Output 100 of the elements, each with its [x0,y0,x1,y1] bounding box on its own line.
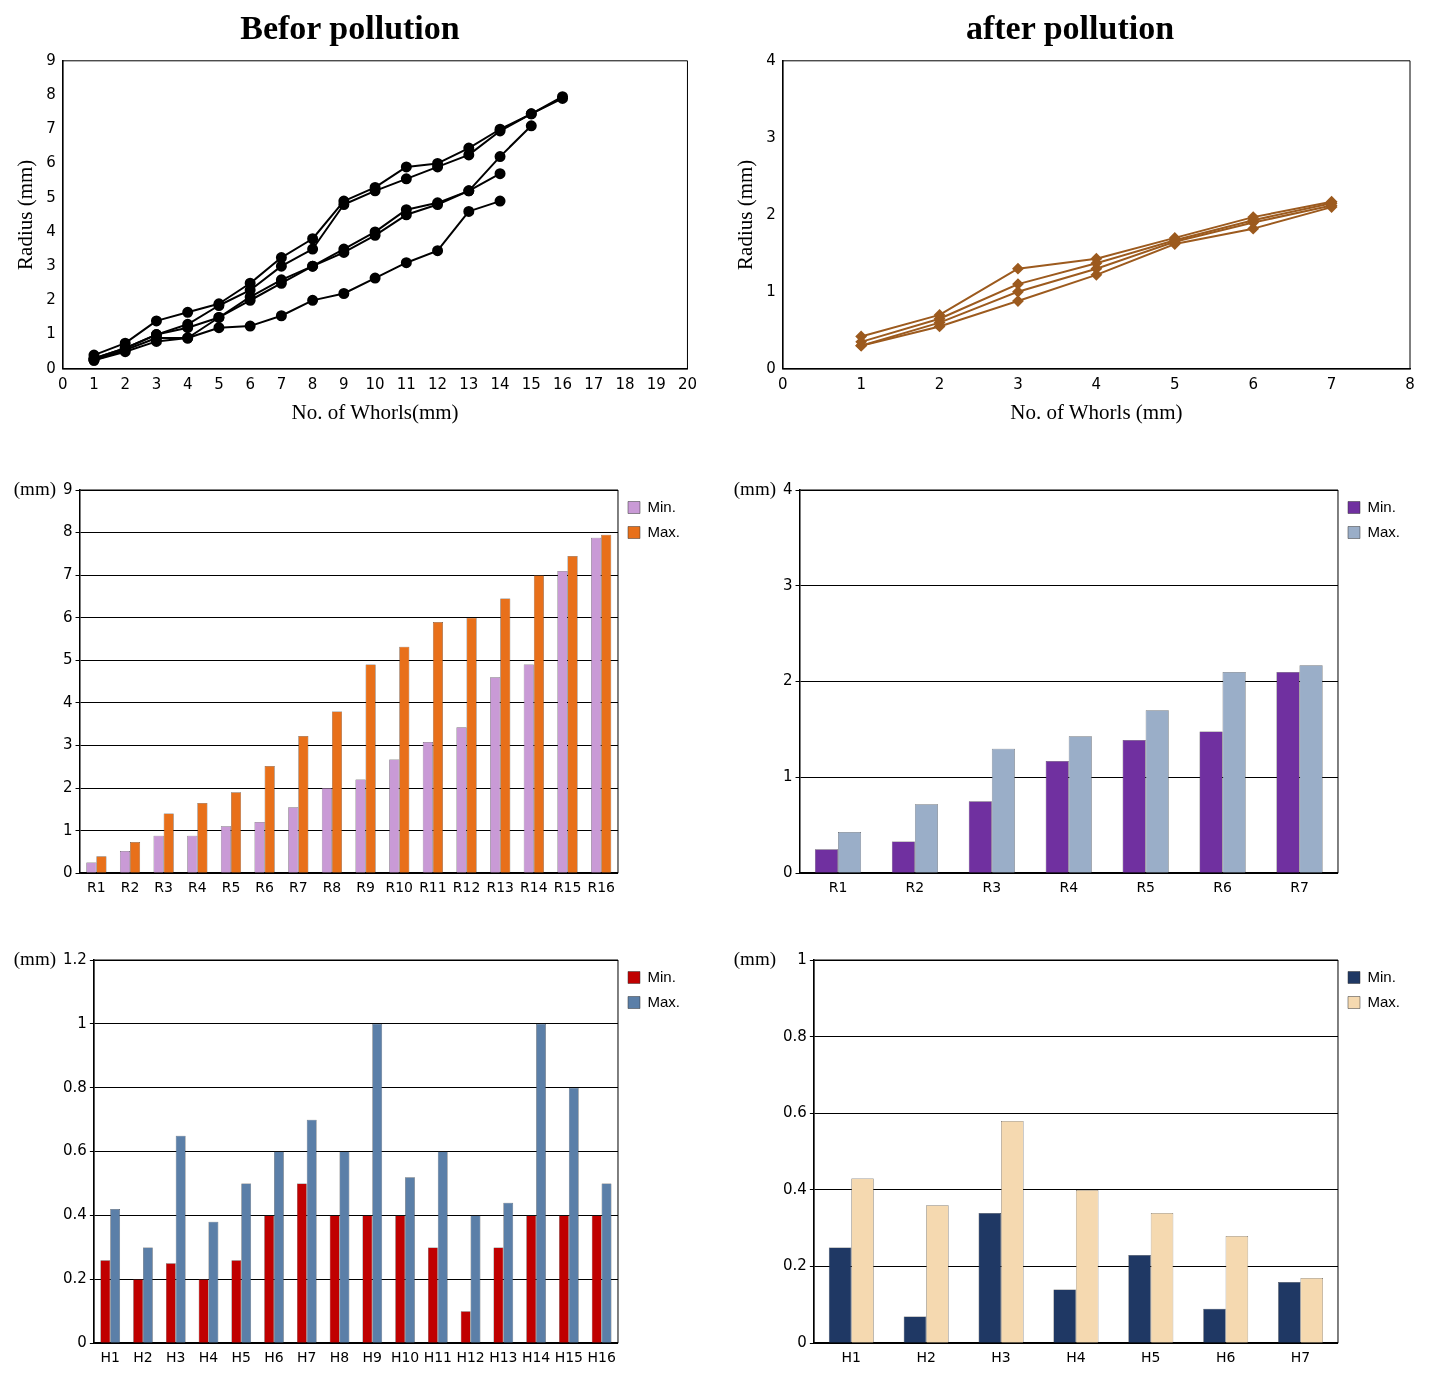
y-tick-label: 1 [63,820,73,839]
y-tick-label: 4 [766,50,776,69]
x-tick-label: 13 [459,374,479,393]
x-tick-label: 7 [1326,374,1337,393]
x-tick-label: H11 [423,1349,452,1366]
y-tick-label: 0.2 [63,1269,87,1288]
x-tick-label: R6 [1213,879,1233,896]
y-axis-title: (mm) [733,477,776,500]
x-tick-label: R10 [385,879,414,896]
x-tick-label: 1 [89,374,99,393]
x-tick-label: H12 [456,1349,485,1366]
x-tick-label: R12 [452,879,481,896]
y-tick-label: 8 [46,84,56,103]
x-tick-label: 6 [1248,374,1258,393]
x-tick-label: H14 [521,1349,551,1366]
y-tick-label: 0 [783,863,793,882]
y-tick-label: 7 [46,119,56,138]
x-tick-label: R13 [486,879,514,896]
y-tick-label: 3 [783,575,793,594]
x-tick-label: H8 [329,1349,350,1366]
y-axis-title: (mm) [13,477,56,500]
y-tick-label: 2 [63,777,73,796]
y-axis-title: Radius (mm) [13,159,38,270]
y-tick-label: 2 [46,290,56,309]
y-tick-label: 3 [63,735,73,754]
y-axis-title: Radius (mm) [733,159,758,270]
x-tick-label: 20 [677,374,697,393]
x-tick-label: R4 [1059,879,1079,896]
x-tick-label: H1 [100,1349,120,1366]
x-tick-label: 15 [521,374,541,393]
x-tick-label: 16 [552,374,573,393]
x-tick-label: R9 [356,879,375,896]
x-tick-label: H5 [1141,1349,1161,1366]
x-tick-label: H3 [166,1349,186,1366]
y-tick-label: 0 [766,358,776,377]
y-tick-label: 0.4 [63,1205,87,1224]
x-tick-label: 3 [1013,374,1023,393]
x-tick-label: 2 [934,374,945,393]
legend-label: Min. [647,967,676,985]
legend-label: Min. [1367,967,1396,985]
x-tick-label: R5 [221,879,241,896]
x-tick-label: 8 [1405,374,1415,393]
x-tick-label: 12 [428,374,448,393]
x-tick-label: R15 [553,879,582,896]
y-tick-label: 1 [797,949,807,968]
legend-label: Max. [1367,992,1401,1010]
chart-title: Befor pollution [240,9,460,47]
x-axis-title: No. of Whorls(mm) [291,399,459,424]
x-tick-label: H4 [1066,1349,1086,1366]
x-tick-label: 19 [646,374,666,393]
y-tick-label: 5 [63,650,73,669]
x-tick-label: H4 [198,1349,219,1366]
legend-label: Min. [1367,497,1396,515]
legend-label: Max. [647,992,681,1010]
x-tick-label: H13 [489,1349,518,1366]
x-tick-label: H7 [297,1349,317,1366]
y-tick-label: 1 [77,1013,87,1032]
x-tick-label: R16 [587,879,616,896]
x-tick-label: R6 [255,879,275,896]
x-tick-label: H6 [1215,1349,1236,1366]
y-tick-label: 9 [63,479,73,498]
y-tick-label: 4 [46,221,56,240]
x-tick-label: H10 [390,1349,420,1366]
x-tick-label: 3 [151,374,162,393]
x-tick-label: R8 [322,879,342,896]
y-tick-label: 0.2 [783,1256,807,1275]
legend-label: Max. [1367,522,1401,540]
y-tick-label: 1.2 [63,949,87,968]
x-axis-title: No. of Whorls (mm) [1010,399,1183,424]
y-tick-label: 1 [46,324,56,343]
y-tick-label: 4 [783,479,793,498]
y-tick-label: 0.6 [783,1103,807,1122]
x-tick-label: R4 [188,879,207,896]
y-tick-label: 6 [63,607,73,626]
y-tick-label: 7 [63,565,73,584]
y-tick-label: 0.8 [63,1077,87,1096]
x-tick-label: R14 [520,879,548,896]
y-tick-label: 4 [63,692,73,711]
x-tick-label: 2 [120,374,130,393]
x-tick-label: H5 [231,1349,251,1366]
x-tick-label: R5 [1136,879,1156,896]
x-tick-label: H1 [841,1349,862,1366]
x-tick-label: 8 [307,374,318,393]
y-tick-label: 0 [63,863,73,882]
x-tick-label: H6 [264,1349,284,1366]
x-tick-label: R3 [154,879,173,896]
x-tick-label: R1 [87,879,106,896]
y-tick-label: 9 [46,50,56,69]
x-tick-label: R2 [905,879,925,896]
x-tick-label: 4 [182,374,193,393]
x-tick-label: R2 [120,879,140,896]
y-tick-label: 8 [63,522,73,541]
x-tick-label: H2 [133,1349,153,1366]
y-tick-label: 0 [797,1333,807,1352]
x-tick-label: R1 [828,879,848,896]
y-axis-title: (mm) [733,947,776,970]
x-tick-label: 7 [276,374,287,393]
x-tick-label: R7 [288,879,308,896]
x-tick-label: 18 [615,374,635,393]
x-tick-label: 6 [245,374,255,393]
